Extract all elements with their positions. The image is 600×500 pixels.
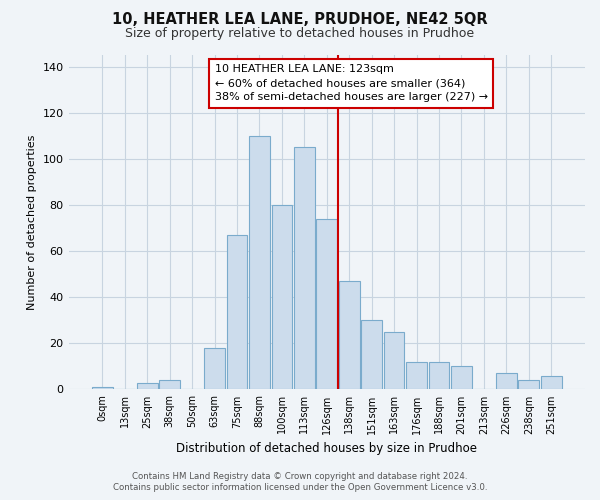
Bar xyxy=(518,380,539,390)
Bar xyxy=(204,348,225,390)
Text: 10, HEATHER LEA LANE, PRUDHOE, NE42 5QR: 10, HEATHER LEA LANE, PRUDHOE, NE42 5QR xyxy=(112,12,488,28)
Text: Contains HM Land Registry data © Crown copyright and database right 2024.
Contai: Contains HM Land Registry data © Crown c… xyxy=(113,472,487,492)
Bar xyxy=(227,235,247,390)
Bar xyxy=(406,362,427,390)
Bar xyxy=(451,366,472,390)
Bar xyxy=(272,205,292,390)
Bar xyxy=(428,362,449,390)
Bar xyxy=(92,387,113,390)
X-axis label: Distribution of detached houses by size in Prudhoe: Distribution of detached houses by size … xyxy=(176,442,477,455)
Bar xyxy=(137,382,158,390)
Text: 10 HEATHER LEA LANE: 123sqm
← 60% of detached houses are smaller (364)
38% of se: 10 HEATHER LEA LANE: 123sqm ← 60% of det… xyxy=(215,64,488,102)
Bar xyxy=(339,281,359,390)
Text: Size of property relative to detached houses in Prudhoe: Size of property relative to detached ho… xyxy=(125,28,475,40)
Bar xyxy=(496,374,517,390)
Bar xyxy=(361,320,382,390)
Y-axis label: Number of detached properties: Number of detached properties xyxy=(27,134,37,310)
Bar xyxy=(160,380,180,390)
Bar xyxy=(294,148,314,390)
Bar xyxy=(384,332,404,390)
Bar xyxy=(316,219,337,390)
Bar xyxy=(541,376,562,390)
Bar xyxy=(249,136,270,390)
